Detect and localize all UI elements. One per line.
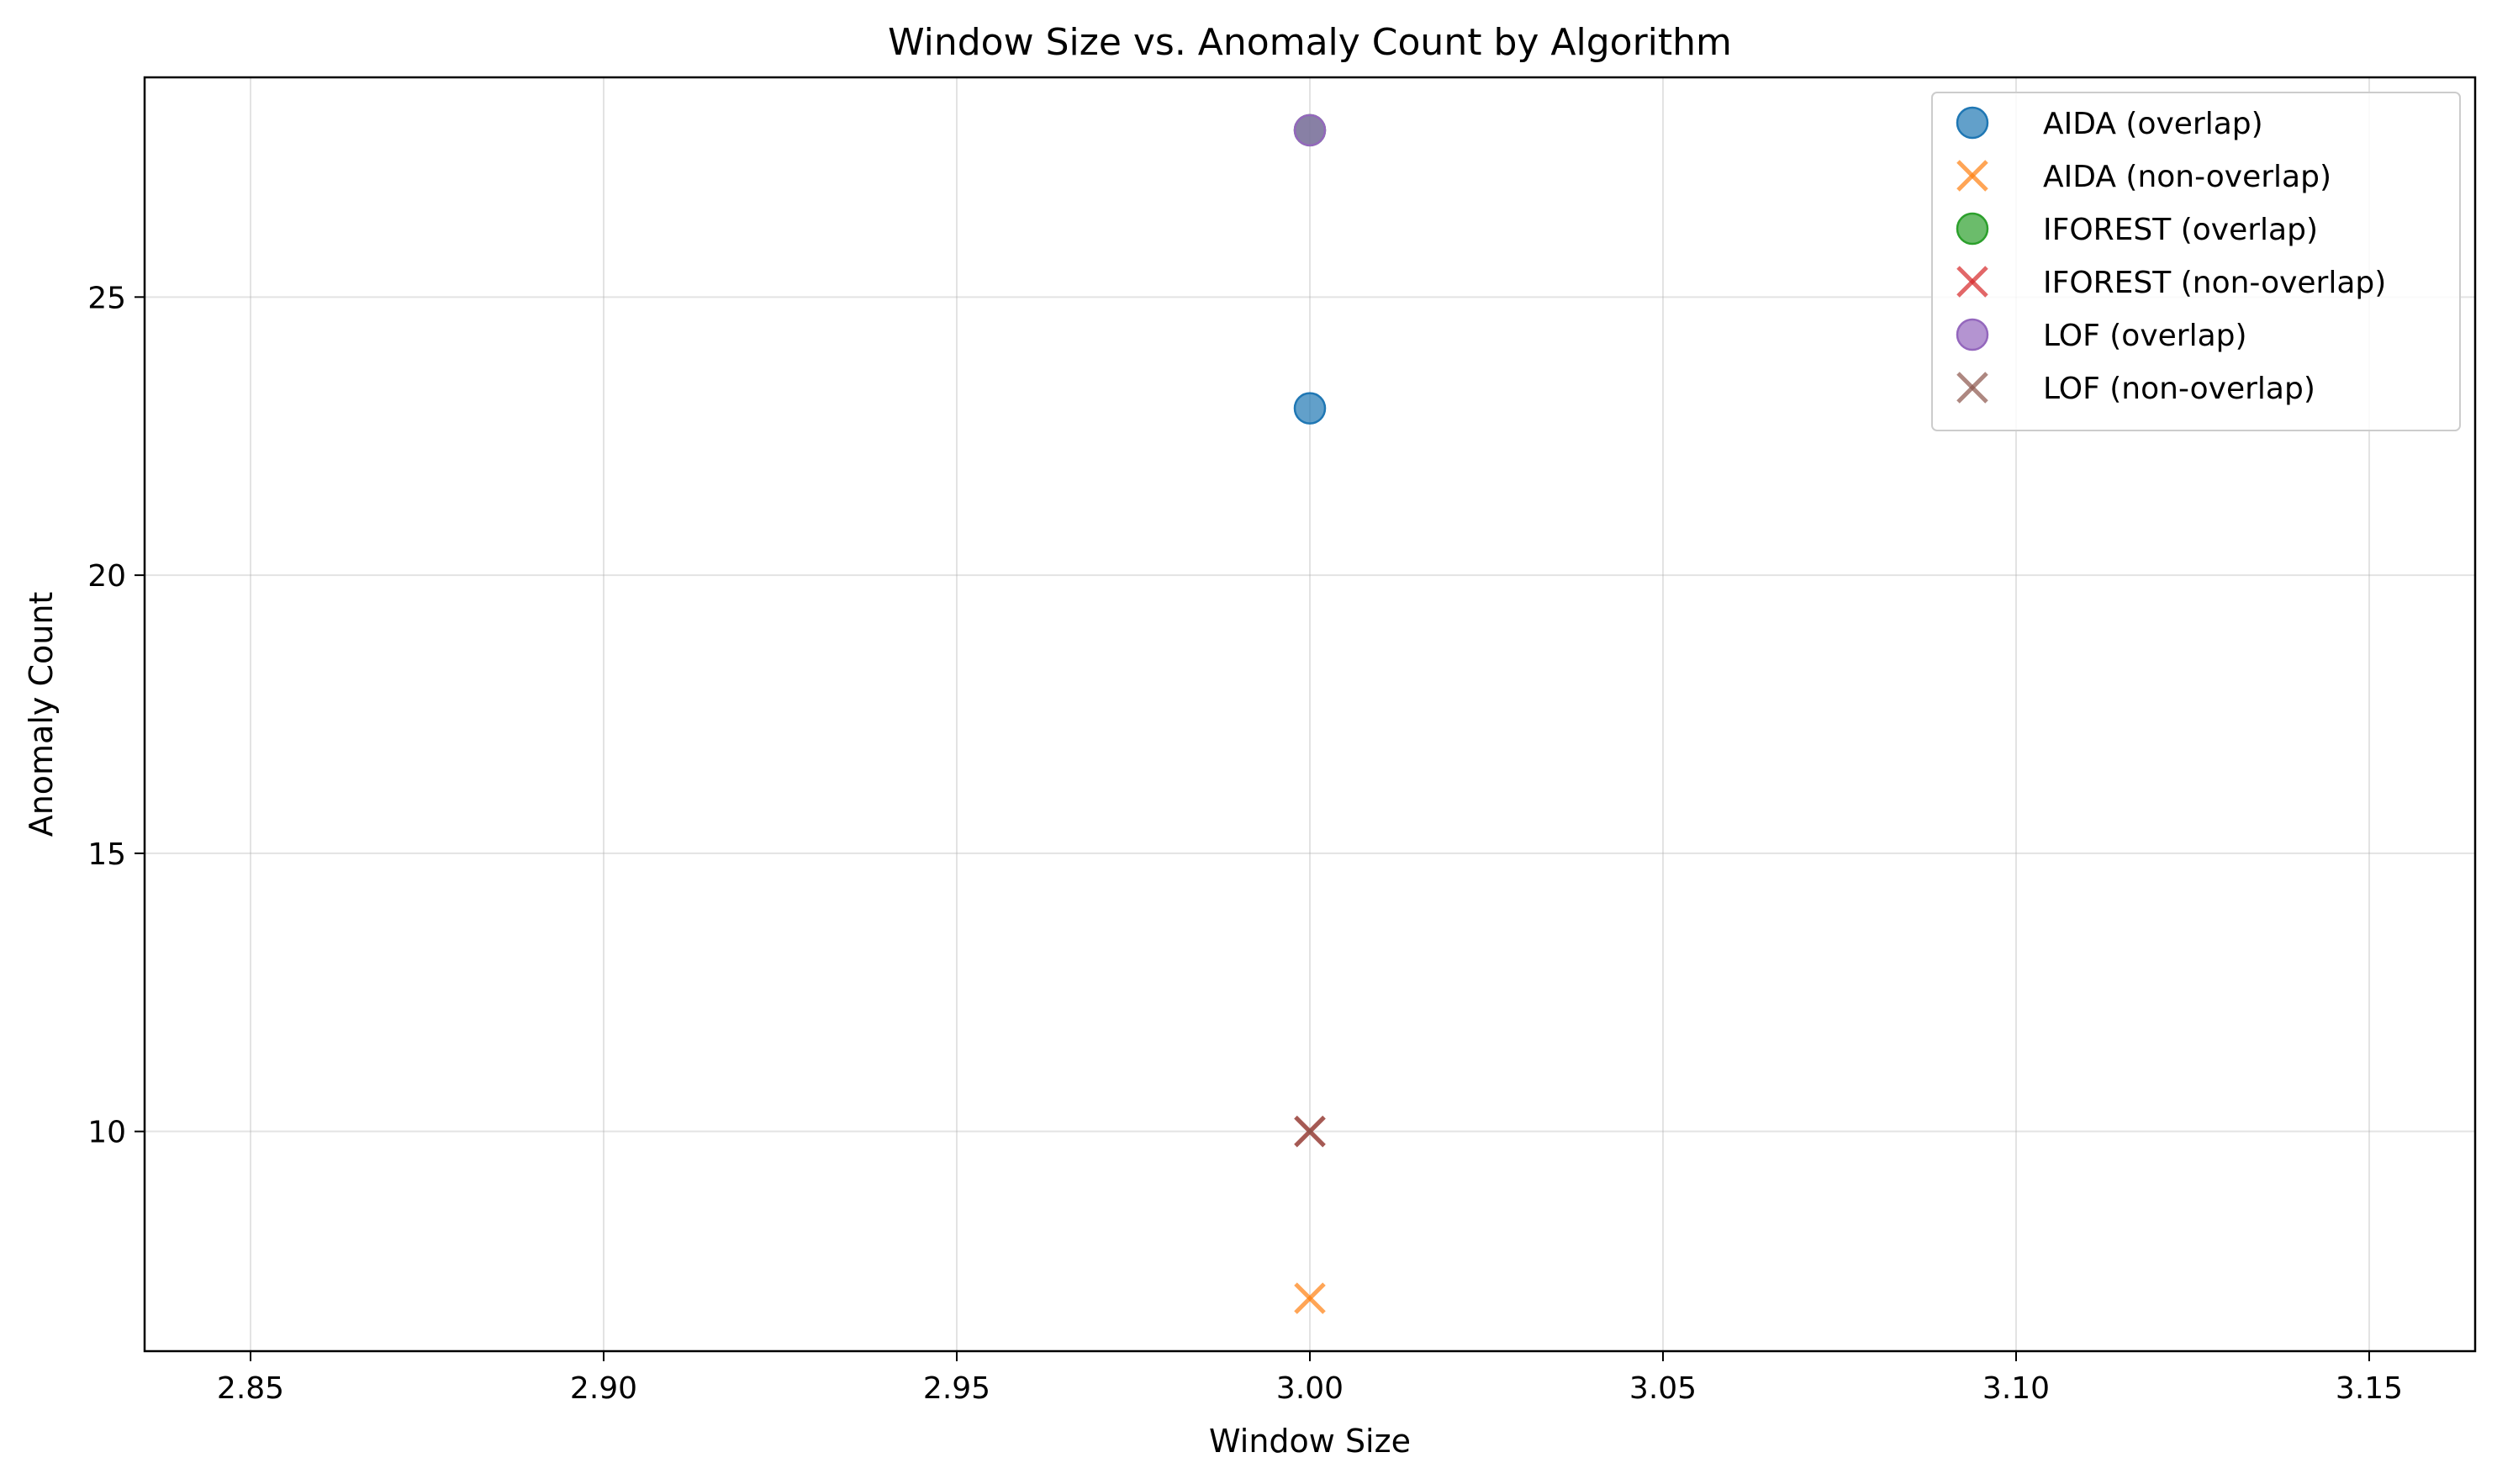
- legend-marker: [1956, 372, 1988, 404]
- x-tick-label: 2.90: [570, 1371, 637, 1406]
- legend-marker: [1956, 106, 1989, 140]
- legend-label: IFOREST (overlap): [2043, 213, 2318, 247]
- x-axis-ticks: 2.85 2.90 2.95 3.00 3.05 3.10 3.15: [217, 1351, 2403, 1406]
- x-marker-stroke: [1956, 266, 1988, 298]
- legend-item: LOF (non-overlap): [1956, 372, 2315, 406]
- y-axis-label: Anomaly Count: [23, 592, 60, 837]
- data-point: [1294, 1282, 1326, 1314]
- legend-marker: [1956, 266, 1988, 298]
- x-tick-label: 3.15: [2336, 1371, 2403, 1406]
- legend-marker: [1956, 212, 1989, 246]
- x-tick-label: 3.05: [1629, 1371, 1697, 1406]
- y-tick-label: 10: [87, 1116, 126, 1150]
- x-tick-label: 2.95: [923, 1371, 990, 1406]
- y-tick-label: 25: [87, 281, 126, 315]
- y-tick-label: 15: [87, 837, 126, 872]
- x-marker-stroke: [1956, 160, 1988, 192]
- x-tick-label: 2.85: [217, 1371, 284, 1406]
- legend: AIDA (overlap) AIDA (non-overlap) IFOREST …: [1931, 92, 2461, 431]
- x-axis-label: Window Size: [1209, 1423, 1411, 1460]
- legend-item: AIDA (non-overlap): [1956, 160, 2331, 194]
- legend-label: AIDA (overlap): [2043, 107, 2263, 141]
- legend-item: IFOREST (non-overlap): [1956, 266, 2386, 300]
- legend-label: AIDA (non-overlap): [2043, 160, 2331, 194]
- legend-box: [1931, 92, 2461, 431]
- data-point: [1293, 114, 1327, 147]
- legend-label: LOF (non-overlap): [2043, 372, 2315, 406]
- legend-item: LOF (overlap): [1956, 318, 2247, 353]
- legend-item: IFOREST (overlap): [1956, 212, 2318, 247]
- x-marker-stroke: [1294, 1282, 1326, 1314]
- legend-marker: [1956, 160, 1988, 192]
- legend-item: AIDA (overlap): [1956, 106, 2263, 141]
- y-axis-ticks: 10 15 20 25: [87, 281, 145, 1150]
- x-tick-label: 3.00: [1276, 1371, 1344, 1406]
- legend-label: IFOREST (non-overlap): [2043, 266, 2386, 300]
- legend-label: LOF (overlap): [2043, 319, 2247, 353]
- data-point: [1293, 392, 1327, 425]
- data-points: [1293, 114, 1327, 1314]
- x-marker-stroke: [1956, 372, 1988, 404]
- x-tick-label: 3.10: [1982, 1371, 2050, 1406]
- y-tick-label: 20: [87, 559, 126, 594]
- x-marker-stroke: [1294, 1115, 1326, 1148]
- chart-title: Window Size vs. Anomaly Count by Algorit…: [888, 21, 1732, 64]
- legend-marker: [1956, 318, 1989, 351]
- data-point: [1294, 1115, 1326, 1148]
